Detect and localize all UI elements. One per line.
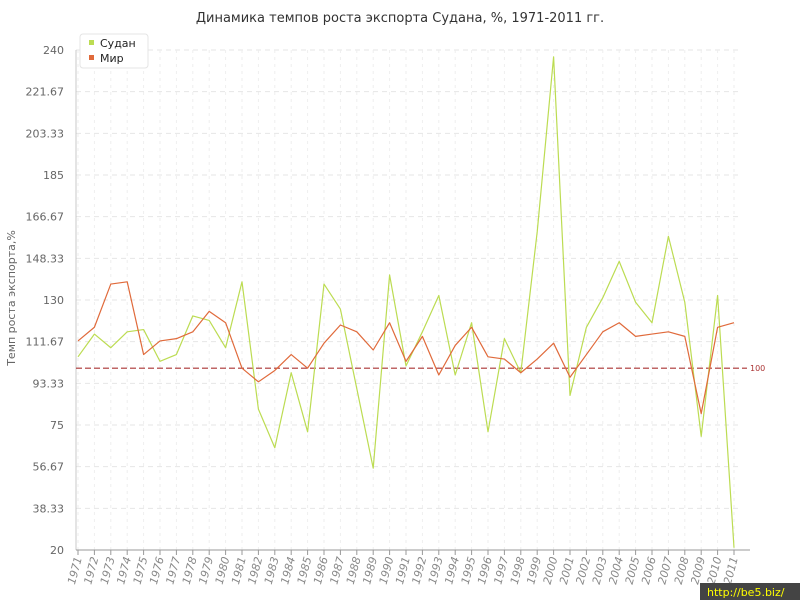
y-tick-label: 166.67 bbox=[26, 211, 65, 224]
legend-swatch-world bbox=[89, 55, 94, 60]
series-line-world[interactable] bbox=[77, 281, 735, 415]
legend-box bbox=[79, 33, 149, 69]
y-tick-label: 38.33 bbox=[33, 502, 65, 515]
y-tick-label: 93.33 bbox=[33, 377, 65, 390]
grid bbox=[76, 49, 742, 551]
chart-title: Динамика темпов роста экспорта Судана, %… bbox=[196, 11, 604, 26]
y-axis: 20 38.33 56.67 75 93.33 111.67 130 148.33 166.67… bbox=[26, 44, 77, 557]
x-axis: 1971197219731974197519761977197819791980… bbox=[65, 549, 750, 586]
y-tick-label: 185 bbox=[43, 169, 64, 182]
watermark[interactable]: http://be5.biz/ bbox=[700, 583, 800, 600]
y-tick-label: 20 bbox=[50, 544, 64, 557]
y-tick-label: 75 bbox=[50, 419, 64, 432]
y-axis-label: Темп роста экспорта,% bbox=[5, 230, 18, 367]
y-tick-label: 111.67 bbox=[26, 336, 65, 349]
y-tick-label: 221.67 bbox=[26, 86, 65, 99]
watermark-background bbox=[700, 583, 800, 600]
legend-swatch-sudan bbox=[89, 40, 94, 45]
y-tick-label: 240 bbox=[43, 44, 64, 57]
series-group bbox=[77, 56, 735, 548]
watermark-link[interactable]: http://be5.biz/ bbox=[707, 586, 785, 599]
reference-line-label: 100 bbox=[750, 364, 765, 373]
legend[interactable]: Судан Мир bbox=[79, 33, 149, 69]
y-tick-label: 56.67 bbox=[33, 461, 65, 474]
legend-label-sudan: Судан bbox=[100, 37, 136, 50]
legend-label-world: Мир bbox=[100, 52, 124, 65]
y-tick-label: 148.33 bbox=[26, 252, 65, 265]
y-tick-label: 130 bbox=[43, 294, 64, 307]
series-line-sudan[interactable] bbox=[77, 56, 735, 548]
y-tick-label: 203.33 bbox=[26, 127, 65, 140]
reference-line: 100 bbox=[76, 364, 765, 373]
